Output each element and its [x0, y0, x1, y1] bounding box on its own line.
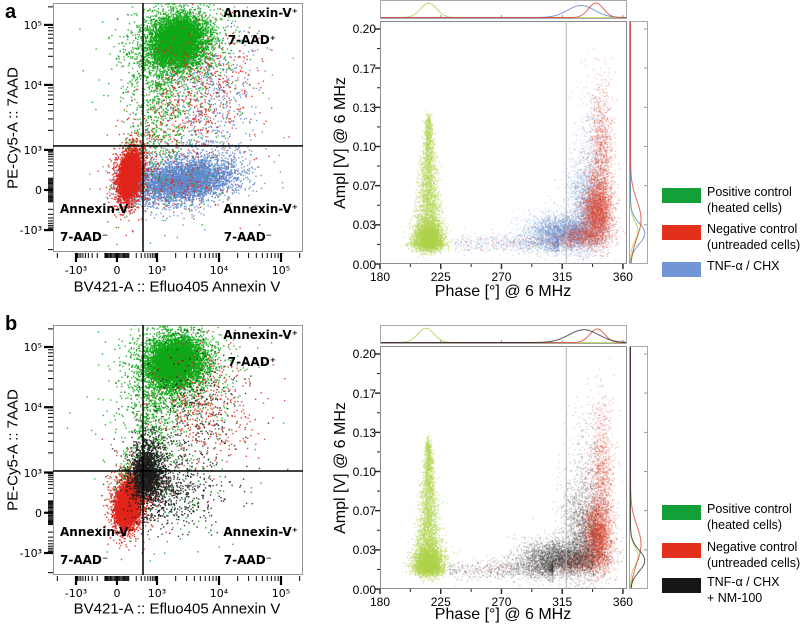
y-tick-label: 0.00 [352, 582, 376, 597]
y-tick-label: 0.07 [352, 179, 376, 194]
x-tick-label: 10⁵ [271, 587, 291, 600]
y-tick-label: 0.17 [352, 386, 376, 401]
x-tick-label: 180 [369, 595, 391, 609]
legend-label: (heated cells) [707, 201, 783, 215]
legend-label: (untreaded cells) [707, 556, 800, 570]
x-tick-label: 10⁴ [209, 587, 229, 600]
legend-color-swatch [662, 578, 701, 593]
x-tick-label: 270 [491, 270, 512, 284]
y-tick-label: 0.20 [352, 22, 376, 37]
impedance-plot-a [368, 0, 652, 282]
flow-plot-a: Annexin-V⁺ 7-AAD⁺ Annexin-V⁻ 7-AAD⁻ Anne… [39, 0, 317, 284]
legend-label: TNF-α / CHX [707, 575, 780, 589]
y-tick-label: 0.03 [352, 218, 376, 233]
y-tick-label: 0.20 [352, 347, 376, 362]
x-tick-label: 10⁵ [271, 264, 291, 277]
legend-color-swatch [662, 262, 701, 277]
x-tick-label: 10⁴ [209, 264, 229, 277]
x-tick-label: 180 [369, 270, 391, 284]
y-tick-label: 0.13 [352, 100, 376, 115]
quadrant-label: 7-AAD⁻ [223, 553, 272, 567]
y-tick-label: 10⁵ [23, 341, 42, 354]
quadrant-label: 7-AAD⁻ [60, 230, 109, 244]
flow-plot-b: Annexin-V⁺ 7-AAD⁺ Annexin-V⁻ 7-AAD⁻ Anne… [39, 322, 317, 606]
y-tick-label: 10⁴ [23, 401, 42, 415]
x-tick-label: 315 [552, 595, 573, 609]
legend-label: + NM-100 [707, 591, 763, 605]
y-tick-label: 0 [35, 506, 42, 520]
y-tick-label: 0.07 [352, 504, 376, 519]
legend-item: Positive control (heated cells) [662, 184, 792, 216]
y-tick-label: 0.03 [352, 543, 376, 558]
legend-label: Negative control [707, 222, 798, 236]
y-tick-label: 0.17 [352, 61, 376, 76]
legend-item: Positive control (heated cells) [662, 501, 792, 533]
legend-item: Negative control (untreaded cells) [662, 539, 800, 571]
impedance-b-scatter-canvas [368, 325, 652, 607]
legend-color-swatch [662, 188, 701, 203]
quadrant-label: Annexin-V⁺ [223, 328, 298, 342]
panel-b-label: b [5, 313, 18, 335]
legend-color-swatch [662, 225, 701, 240]
y-tick-label: -10³ [19, 224, 42, 238]
x-tick-label: 225 [430, 270, 451, 284]
quadrant-label: 7-AAD⁺ [227, 33, 276, 47]
quadrant-label: 7-AAD⁺ [227, 355, 276, 369]
y-tick-label: 0.10 [352, 464, 376, 479]
quadrant-label: Annexin-V⁺ [223, 6, 298, 20]
legend-color-swatch [662, 543, 701, 558]
legend-label: (untreaded cells) [707, 238, 800, 252]
y-tick-label: 10³ [23, 466, 42, 480]
x-tick-label: 270 [491, 595, 512, 609]
legend-label: Negative control [707, 540, 798, 554]
y-tick-label: -10³ [19, 547, 42, 560]
x-tick-label: 360 [612, 595, 633, 609]
y-tick-label: 0.10 [352, 139, 376, 154]
quadrant-label: Annexin-V⁺ [223, 525, 298, 539]
x-tick-label: 315 [552, 270, 573, 284]
y-tick-label: 10⁴ [23, 78, 42, 92]
quadrant-label: Annexin-V⁻ [60, 525, 135, 539]
x-tick-label: 360 [612, 270, 633, 284]
quadrant-label: Annexin-V⁻ [60, 202, 135, 216]
legend-label: Positive control [707, 185, 792, 199]
y-tick-label: 0.00 [352, 257, 376, 272]
x-tick-label: -10³ [64, 264, 88, 277]
y-tick-label: 0.13 [352, 425, 376, 440]
quadrant-label: 7-AAD⁻ [60, 553, 109, 567]
legend-item: TNF-α / CHX [662, 258, 780, 277]
x-tick-label: -10³ [64, 587, 88, 600]
legend-item: Negative control (untreaded cells) [662, 221, 800, 253]
x-tick-label: 10³ [147, 264, 167, 277]
quadrant-label: 7-AAD⁻ [223, 230, 272, 244]
impedance-b-x-axis-title: Phase [°] @ 6 MHz [434, 606, 572, 623]
flow-a-x-axis-title: BV421-A :: Efluo405 Annexin V [73, 278, 281, 296]
x-tick-label: 0 [113, 587, 121, 600]
legend-label: (heated cells) [707, 518, 783, 532]
legend-label: TNF-α / CHX [707, 259, 780, 273]
flow-b-x-axis-title: BV421-A :: Efluo405 Annexin V [73, 600, 281, 618]
impedance-a-x-axis-title: Phase [°] @ 6 MHz [434, 283, 572, 300]
x-tick-label: 225 [430, 595, 451, 609]
quadrant-label: Annexin-V⁺ [223, 202, 298, 216]
panel-a-label: a [5, 1, 17, 23]
y-tick-label: 10⁵ [23, 18, 42, 32]
legend-label: Positive control [707, 502, 792, 516]
impedance-a-scatter-canvas [368, 0, 652, 282]
impedance-plot-b [368, 325, 652, 607]
y-tick-label: 10³ [23, 143, 42, 157]
legend-item: TNF-α / CHX + NM-100 [662, 574, 780, 606]
x-tick-label: 10³ [147, 587, 167, 600]
legend-color-swatch [662, 505, 701, 520]
y-tick-label: 0 [35, 183, 42, 197]
x-tick-label: 0 [113, 264, 121, 277]
